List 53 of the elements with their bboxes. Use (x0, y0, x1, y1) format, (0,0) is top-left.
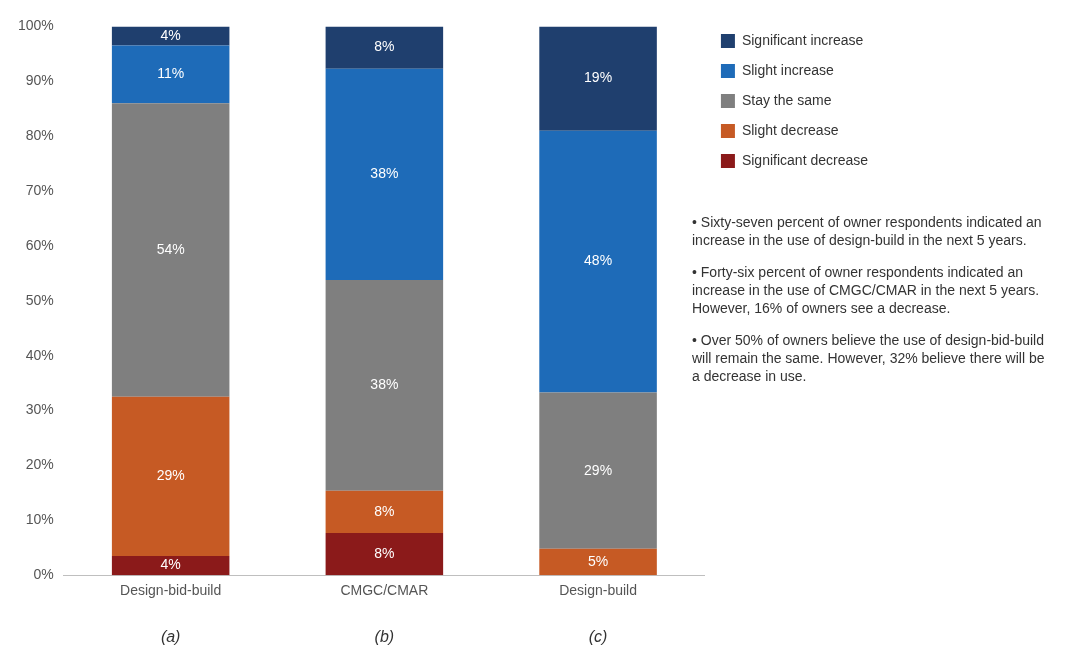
y-tick-label: 30% (25, 401, 54, 418)
bar (539, 548, 657, 576)
y-tick-label: 40% (25, 346, 54, 363)
y-tick-label: 20% (25, 456, 54, 473)
bar (111, 26, 230, 46)
legend-label: Significant decrease (741, 151, 869, 168)
bar (111, 555, 230, 576)
text: (b) (374, 627, 395, 645)
text: (c) (588, 627, 608, 645)
y-tick-label: 0% (33, 566, 54, 583)
bar (539, 392, 657, 549)
x-tick-label: Design-build (559, 582, 637, 599)
bar (325, 68, 444, 280)
data-label: 8% (374, 38, 395, 55)
data-label: 11% (157, 65, 185, 82)
data-label: 5% (587, 552, 609, 569)
y-tick-label: 100% (17, 17, 54, 34)
data-label: 4% (160, 556, 181, 573)
legend-label: Stay the same (741, 91, 832, 108)
bar (111, 45, 230, 104)
x-tick-label: Design-bid-build (120, 582, 222, 599)
y-tick-label: 50% (25, 291, 54, 308)
bar (325, 490, 444, 533)
bar (539, 26, 657, 131)
y-tick-label: 80% (25, 127, 54, 144)
data-label: 4% (160, 26, 181, 43)
data-label: 8% (374, 502, 395, 519)
bar (325, 26, 444, 69)
legend-label: Significant increase (741, 31, 864, 48)
data-label: 19% (584, 69, 613, 86)
y-tick-label: 90% (25, 72, 54, 89)
data-label: 29% (156, 467, 185, 484)
data-label: 29% (584, 461, 613, 478)
bar (539, 130, 657, 393)
y-tick-label: 70% (25, 181, 54, 198)
x-tick-label: CMGC/CMAR (340, 582, 429, 599)
data-label: 48% (584, 252, 613, 269)
annotation: • Forty-six percent of owner respondents indicated an increase in the use of CMGC/CMAR in the next 5 years. However, 16% of owners see a decrease. (692, 263, 1041, 317)
annotation: • Over 50% of owners believe the use of design-bid-build will remain the same. However, 32% believe there will be a decrease in use. (692, 331, 1046, 385)
text: (a) (160, 627, 181, 645)
data-label: 38% (370, 376, 399, 393)
legend-label: Slight decrease (741, 121, 839, 138)
bar (111, 103, 230, 397)
bar (325, 279, 444, 491)
y-tick-label: 10% (25, 511, 54, 528)
data-label: 54% (156, 240, 185, 257)
data-label: 8% (374, 544, 395, 561)
data-label: 38% (370, 165, 399, 182)
bar (325, 532, 444, 576)
bar (111, 396, 230, 556)
annotation: • Sixty-seven percent of owner respondents indicated an increase in the use of design-build in the next 5 years. (692, 213, 1043, 249)
y-tick-label: 60% (25, 236, 54, 253)
legend-label: Slight increase (741, 61, 834, 78)
